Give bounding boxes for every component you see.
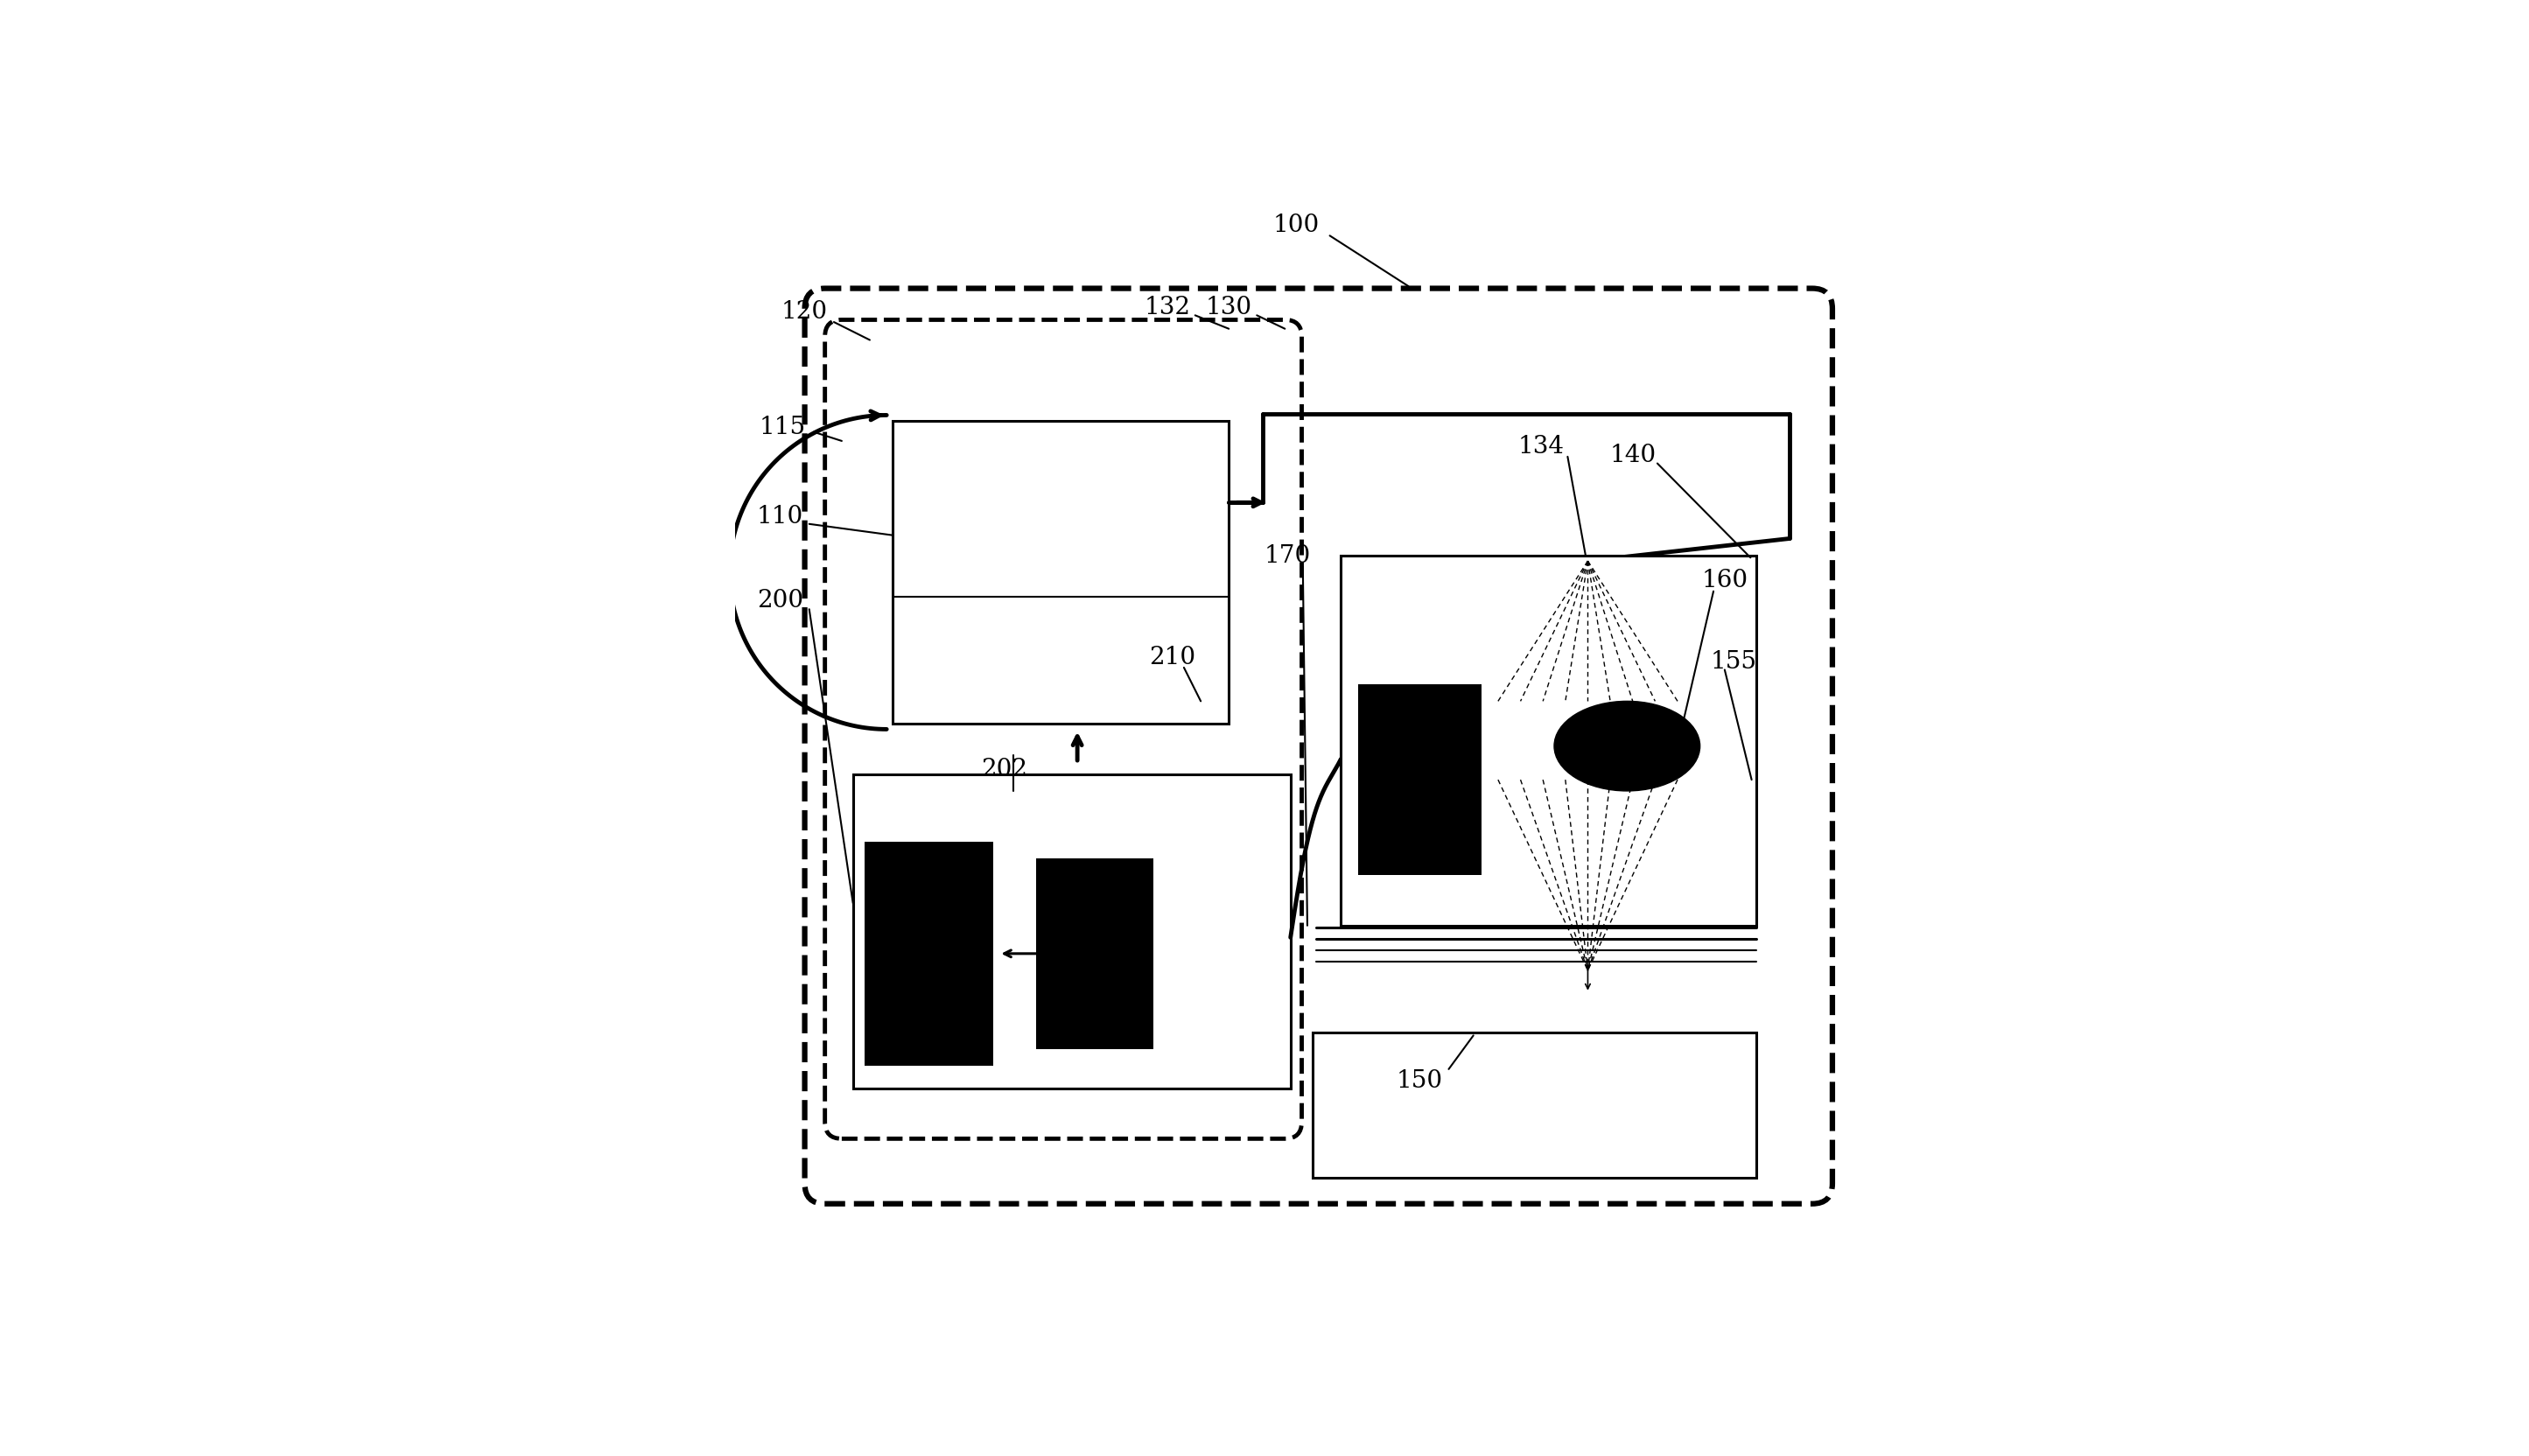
FancyBboxPatch shape: [1313, 1032, 1755, 1178]
Text: 155: 155: [1710, 649, 1758, 673]
FancyBboxPatch shape: [893, 421, 1229, 724]
FancyBboxPatch shape: [824, 320, 1302, 1139]
FancyBboxPatch shape: [1037, 859, 1153, 1050]
Text: 140: 140: [1608, 443, 1656, 467]
Text: 150: 150: [1396, 1069, 1442, 1092]
Text: 170: 170: [1264, 545, 1310, 568]
Text: 100: 100: [1272, 214, 1320, 237]
FancyBboxPatch shape: [852, 775, 1290, 1089]
Text: 115: 115: [759, 415, 807, 438]
Ellipse shape: [1555, 702, 1699, 792]
Text: 200: 200: [756, 588, 804, 613]
FancyBboxPatch shape: [865, 842, 994, 1066]
Text: 132: 132: [1143, 296, 1191, 319]
FancyBboxPatch shape: [1358, 684, 1482, 875]
Text: 160: 160: [1702, 569, 1748, 593]
Text: 210: 210: [1151, 645, 1196, 668]
Text: 130: 130: [1206, 296, 1252, 319]
Text: 110: 110: [756, 505, 804, 529]
FancyBboxPatch shape: [804, 290, 1834, 1204]
Text: 134: 134: [1517, 434, 1563, 457]
FancyBboxPatch shape: [1340, 556, 1755, 926]
Text: 120: 120: [781, 300, 827, 323]
Text: 202: 202: [981, 757, 1027, 780]
